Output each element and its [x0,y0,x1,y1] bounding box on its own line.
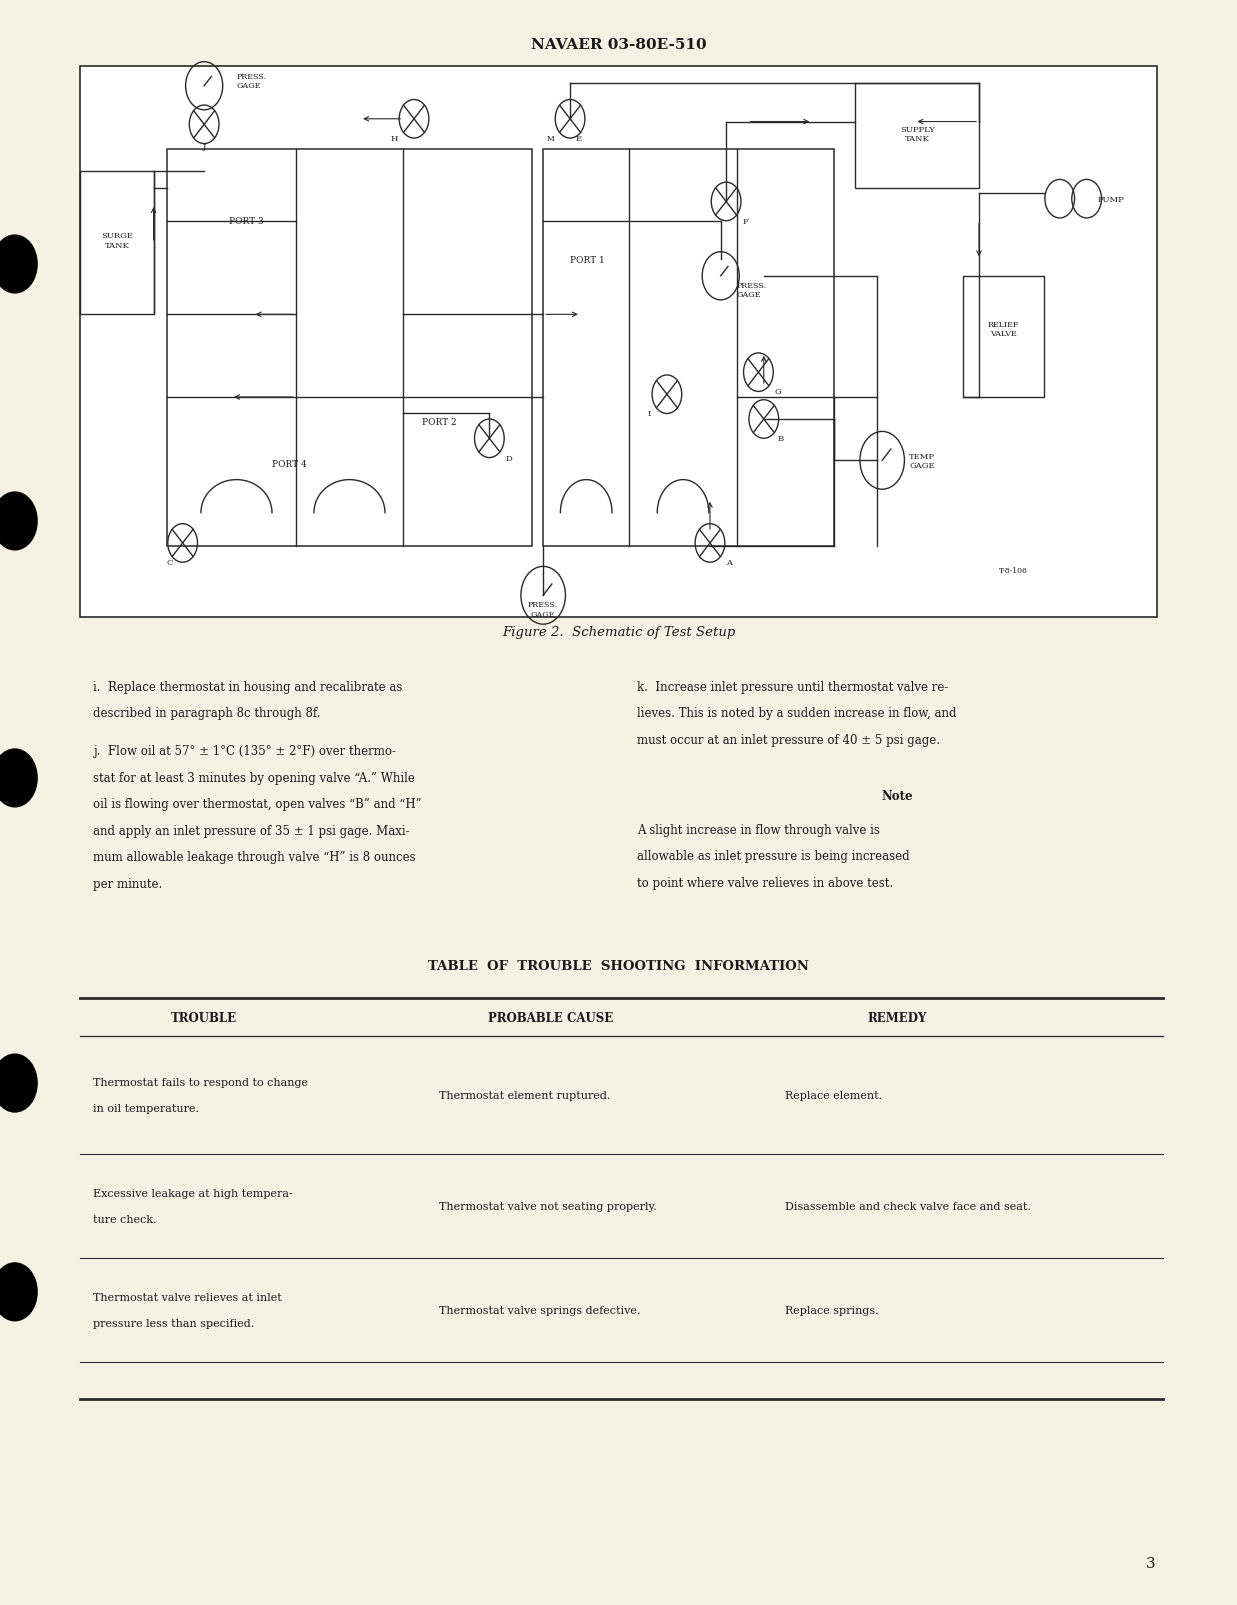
Text: Note: Note [881,790,913,802]
Text: H: H [391,135,398,143]
Text: Thermostat valve springs defective.: Thermostat valve springs defective. [439,1305,641,1316]
Text: Replace element.: Replace element. [785,1090,883,1101]
Text: J: J [203,143,205,151]
Text: to point where valve relieves in above test.: to point where valve relieves in above t… [637,876,893,889]
Text: Excessive leakage at high tempera-: Excessive leakage at high tempera- [93,1188,292,1199]
Text: k.  Increase inlet pressure until thermostat valve re-: k. Increase inlet pressure until thermos… [637,681,949,693]
Text: I: I [647,411,651,419]
Text: must occur at an inlet pressure of 40 ± 5 psi gage.: must occur at an inlet pressure of 40 ± … [637,733,940,746]
Bar [80,172,153,315]
Text: REMEDY: REMEDY [867,1011,927,1024]
Text: G: G [774,388,782,396]
Text: M: M [547,135,554,143]
Bar [167,149,532,546]
Bar [543,149,834,546]
Text: E: E [575,135,581,143]
Text: PORT 3: PORT 3 [229,217,263,226]
Text: NAVAER 03-80E-510: NAVAER 03-80E-510 [531,39,706,51]
Text: oil is flowing over thermostat, open valves “B” and “H”: oil is flowing over thermostat, open val… [93,798,422,811]
Text: PROBABLE CAUSE: PROBABLE CAUSE [487,1011,614,1024]
Circle shape [0,750,37,807]
Text: Thermostat element ruptured.: Thermostat element ruptured. [439,1090,611,1101]
Text: j.  Flow oil at 57° ± 1°C (135° ± 2°F) over thermo-: j. Flow oil at 57° ± 1°C (135° ± 2°F) ov… [93,745,396,758]
Bar [962,276,1044,398]
Text: PRESS.
GAGE: PRESS. GAGE [236,72,267,90]
Text: Thermostat valve not seating properly.: Thermostat valve not seating properly. [439,1201,657,1212]
Text: lieves. This is noted by a sudden increase in flow, and: lieves. This is noted by a sudden increa… [637,706,956,721]
Bar [855,83,978,188]
Text: SUPPLY
TANK: SUPPLY TANK [901,125,935,143]
Text: stat for at least 3 minutes by opening valve “A.” While: stat for at least 3 minutes by opening v… [93,770,414,785]
Text: T-8-106: T-8-106 [998,567,1028,575]
Text: RELIEF
VALVE: RELIEF VALVE [988,321,1019,337]
Text: C: C [167,559,173,567]
Text: PORT 4: PORT 4 [272,459,307,469]
Text: PUMP: PUMP [1097,196,1124,204]
Text: ture check.: ture check. [93,1213,156,1225]
Circle shape [0,1263,37,1321]
Text: TABLE  OF  TROUBLE  SHOOTING  INFORMATION: TABLE OF TROUBLE SHOOTING INFORMATION [428,960,809,973]
Text: Disassemble and check valve face and seat.: Disassemble and check valve face and sea… [785,1201,1032,1212]
Text: TEMP
GAGE: TEMP GAGE [909,453,935,470]
Text: in oil temperature.: in oil temperature. [93,1103,199,1114]
Circle shape [0,236,37,294]
Text: SURGE
TANK: SURGE TANK [101,233,134,249]
Text: Thermostat valve relieves at inlet: Thermostat valve relieves at inlet [93,1292,282,1303]
Text: Thermostat fails to respond to change: Thermostat fails to respond to change [93,1077,308,1088]
Text: D: D [506,454,512,462]
Text: i.  Replace thermostat in housing and recalibrate as: i. Replace thermostat in housing and rec… [93,681,402,693]
Text: A slight increase in flow through valve is: A slight increase in flow through valve … [637,823,880,836]
Text: and apply an inlet pressure of 35 ± 1 psi gage. Maxi-: and apply an inlet pressure of 35 ± 1 ps… [93,825,409,838]
Text: PORT 2: PORT 2 [423,417,458,427]
Text: PRESS.
GAGE: PRESS. GAGE [528,602,558,618]
Text: PORT 1: PORT 1 [570,255,605,265]
Text: 3: 3 [1145,1557,1155,1570]
Text: described in paragraph 8c through 8f.: described in paragraph 8c through 8f. [93,706,320,721]
Text: Figure 2.  Schematic of Test Setup: Figure 2. Schematic of Test Setup [502,626,735,639]
Circle shape [0,493,37,551]
Text: TROUBLE: TROUBLE [171,1011,238,1024]
Text: PRESS.
GAGE: PRESS. GAGE [737,282,767,299]
Bar [80,67,1157,618]
Text: Replace springs.: Replace springs. [785,1305,880,1316]
Text: pressure less than specified.: pressure less than specified. [93,1318,254,1329]
Text: mum allowable leakage through valve “H” is 8 ounces: mum allowable leakage through valve “H” … [93,851,416,863]
Text: A: A [726,559,732,567]
Text: F: F [742,218,748,226]
Text: per minute.: per minute. [93,876,162,891]
Circle shape [0,1054,37,1112]
Text: B: B [778,435,784,443]
Text: allowable as inlet pressure is being increased: allowable as inlet pressure is being inc… [637,851,909,863]
